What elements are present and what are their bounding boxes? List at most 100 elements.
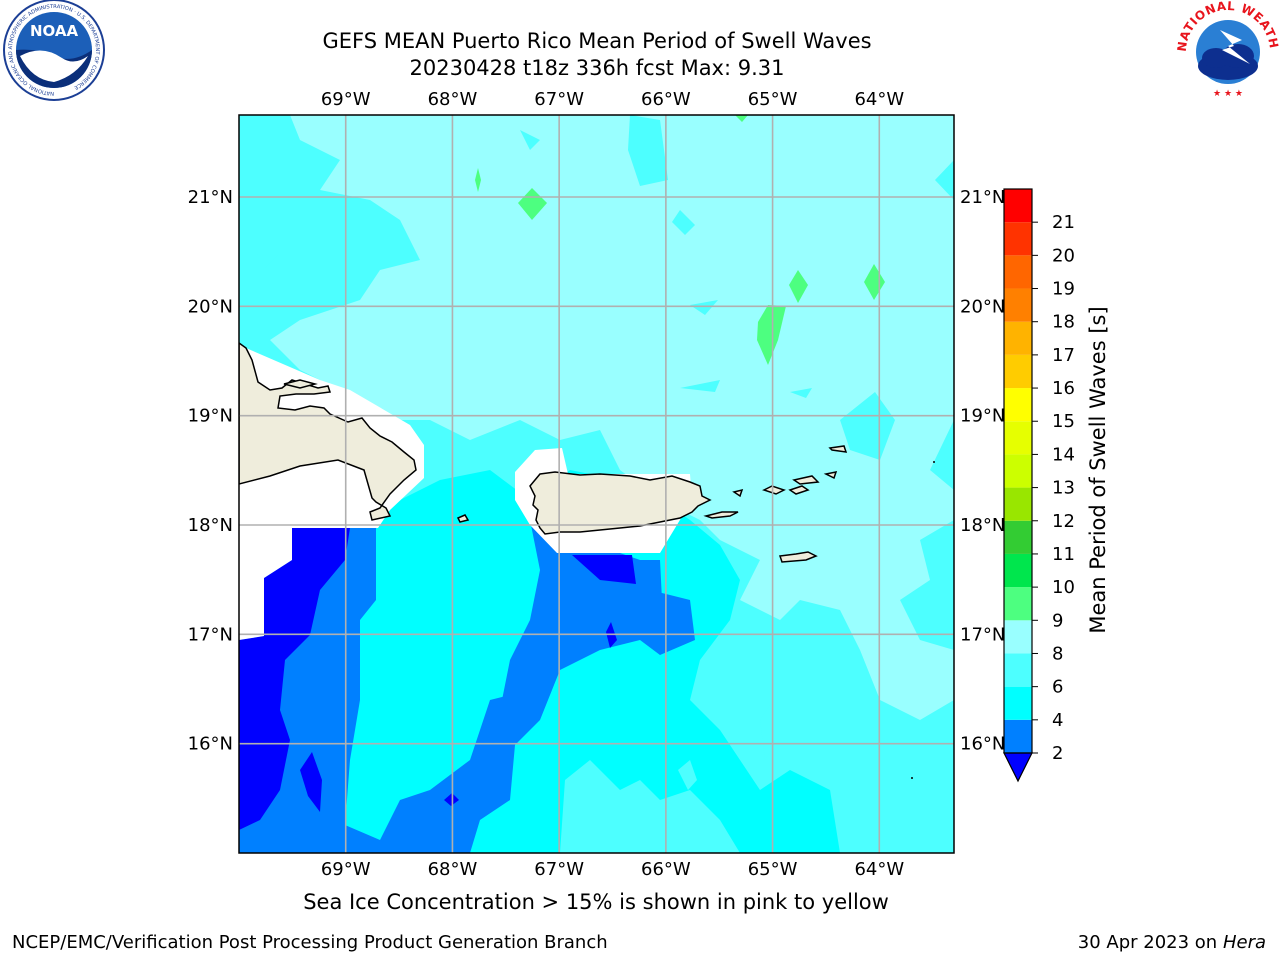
noaa-logo-text: NOAA <box>30 22 79 40</box>
colorbar-tick-label: 17 <box>1052 345 1075 366</box>
nws-logo-icon: NATIONAL WEATHER SERVICE ★ ★ ★ <box>1176 0 1280 99</box>
colorbar-segment <box>1004 487 1032 521</box>
colorbar-tick-label: 8 <box>1052 643 1063 664</box>
land-culebra <box>732 488 744 498</box>
lat-label-left: 19°N <box>188 406 233 427</box>
swell-period-contour-2-4 <box>239 528 695 853</box>
footer-date: 30 Apr 2023 on Hera <box>1078 932 1266 953</box>
colorbar-tick-label: 15 <box>1052 411 1075 432</box>
lat-label-right: 19°N <box>960 406 1005 427</box>
lon-label-bottom: 64°W <box>854 859 904 880</box>
colorbar-tick-label: 4 <box>1052 710 1063 731</box>
colorbar-tick-label: 21 <box>1052 212 1075 233</box>
colorbar-tick-label: 6 <box>1052 677 1063 698</box>
colorbar-tick-label: 11 <box>1052 544 1075 565</box>
land-puerto-rico <box>529 471 712 535</box>
colorbar-segment <box>1004 255 1032 289</box>
lat-label-right: 21°N <box>960 187 1005 208</box>
colorbar-label: Mean Period of Swell Waves [s] <box>1086 306 1110 634</box>
swell-period-contour-6-8 <box>678 760 697 790</box>
colorbar-segment <box>1004 222 1032 256</box>
lat-label-right: 20°N <box>960 296 1005 317</box>
svg-text:★ ★ ★: ★ ★ ★ <box>1213 89 1243 99</box>
colorbar-segment <box>1004 587 1032 621</box>
swell-period-contour-under-2 <box>572 555 636 584</box>
colorbar-segment <box>1004 686 1032 720</box>
lat-label-right: 17°N <box>960 624 1005 645</box>
sea-ice-note: Sea Ice Concentration > 15% is shown in … <box>303 890 889 914</box>
colorbar-segment <box>1004 189 1032 223</box>
footer-machine: Hera <box>1222 932 1266 953</box>
colorbar-tick-label: 19 <box>1052 279 1075 300</box>
lon-label-bottom: 65°W <box>748 859 798 880</box>
map-axis-labels: 69°W 69°W 68°W 68°W 67°W 67°W 66°W 66°W 65°W 65°W… <box>188 89 1006 880</box>
colorbar-tick-label: 18 <box>1052 312 1075 333</box>
lon-label-bottom: 66°W <box>641 859 691 880</box>
map-gridlines <box>239 115 954 853</box>
swell-period-contour-6-8 <box>672 210 695 235</box>
noaa-logo-icon: NOAA NATIONAL OCEANIC AND ATMOSPHERIC AD… <box>3 0 105 101</box>
colorbar-segment <box>1004 354 1032 389</box>
colorbar-frame <box>1003 188 1033 754</box>
lat-label-left: 16°N <box>188 734 233 755</box>
land-hispaniola <box>283 379 318 389</box>
colorbar-segment <box>1004 321 1032 355</box>
lon-label-bottom: 69°W <box>321 859 371 880</box>
colorbar-tick-label: 16 <box>1052 378 1075 399</box>
colorbar-tick-label: 14 <box>1052 444 1075 465</box>
swell-period-contour-6-8 <box>520 130 540 150</box>
colorbar-segment <box>1004 421 1032 455</box>
swell-period-contour-6-8 <box>690 300 718 315</box>
colorbar-tick-label: 13 <box>1052 478 1075 499</box>
swell-period-contour-under-2 <box>444 793 459 806</box>
map-frame <box>238 114 955 854</box>
lon-label-top: 68°W <box>428 89 478 110</box>
lon-label-top: 65°W <box>748 89 798 110</box>
map-subtitle-run: 20230428 t18z 336h fcst Max: 9.31 <box>409 56 785 80</box>
colorbar-segment <box>1004 454 1032 488</box>
swell-period-contour-6-8 <box>840 392 895 460</box>
lon-label-top: 66°W <box>641 89 691 110</box>
swell-period-contour-6-8 <box>760 705 775 760</box>
colorbar: 2 4 6 8 9 10 11 12 13 14 15 16 17 18 19 20 21 <box>1003 188 1075 783</box>
contour-map <box>239 115 954 853</box>
colorbar-tick-label: 12 <box>1052 511 1075 532</box>
swell-period-contour-6-8 <box>255 240 278 268</box>
land-isla-mona <box>456 514 470 523</box>
colorbar-tick-label: 20 <box>1052 245 1075 266</box>
swell-period-contour-under-2 <box>300 752 322 812</box>
lat-label-left: 21°N <box>188 187 233 208</box>
lon-label-bottom: 67°W <box>534 859 584 880</box>
swell-period-contour-6-8 <box>680 380 720 392</box>
colorbar-segment <box>1004 620 1032 654</box>
swell-period-contour-8-9 <box>270 115 954 720</box>
colorbar-segment <box>1004 288 1032 322</box>
lat-label-right: 16°N <box>960 734 1005 755</box>
lat-label-left: 18°N <box>188 515 233 536</box>
colorbar-tick-label: 9 <box>1052 610 1063 631</box>
lat-label-left: 20°N <box>188 296 233 317</box>
swell-period-contour-6-8 <box>790 388 812 398</box>
swell-period-contour-6-8 <box>628 115 668 186</box>
land-virgin-islands <box>762 445 848 563</box>
footer-credit: NCEP/EMC/Verification Post Processing Pr… <box>12 932 608 953</box>
lat-label-right: 18°N <box>960 515 1005 536</box>
swell-period-contour-9-10 <box>475 115 885 365</box>
lon-label-top: 64°W <box>854 89 904 110</box>
swell-period-contour-under-2 <box>239 528 350 830</box>
colorbar-segment <box>1004 653 1032 687</box>
colorbar-segment <box>1004 553 1032 588</box>
map-title: GEFS MEAN Puerto Rico Mean Period of Swe… <box>322 29 872 53</box>
colorbar-segment <box>1004 719 1032 753</box>
lon-label-bottom: 68°W <box>428 859 478 880</box>
land-vieques <box>703 511 739 519</box>
land-hispaniola <box>239 342 417 521</box>
lon-label-top: 69°W <box>321 89 371 110</box>
swell-period-contour-6-8 <box>560 760 740 853</box>
footer-date-text: 30 Apr 2023 on <box>1077 932 1223 953</box>
colorbar-tick-label: 10 <box>1052 577 1075 598</box>
colorbar-segment <box>1004 520 1032 554</box>
colorbar-segment <box>1004 388 1032 422</box>
lon-label-top: 67°W <box>534 89 584 110</box>
